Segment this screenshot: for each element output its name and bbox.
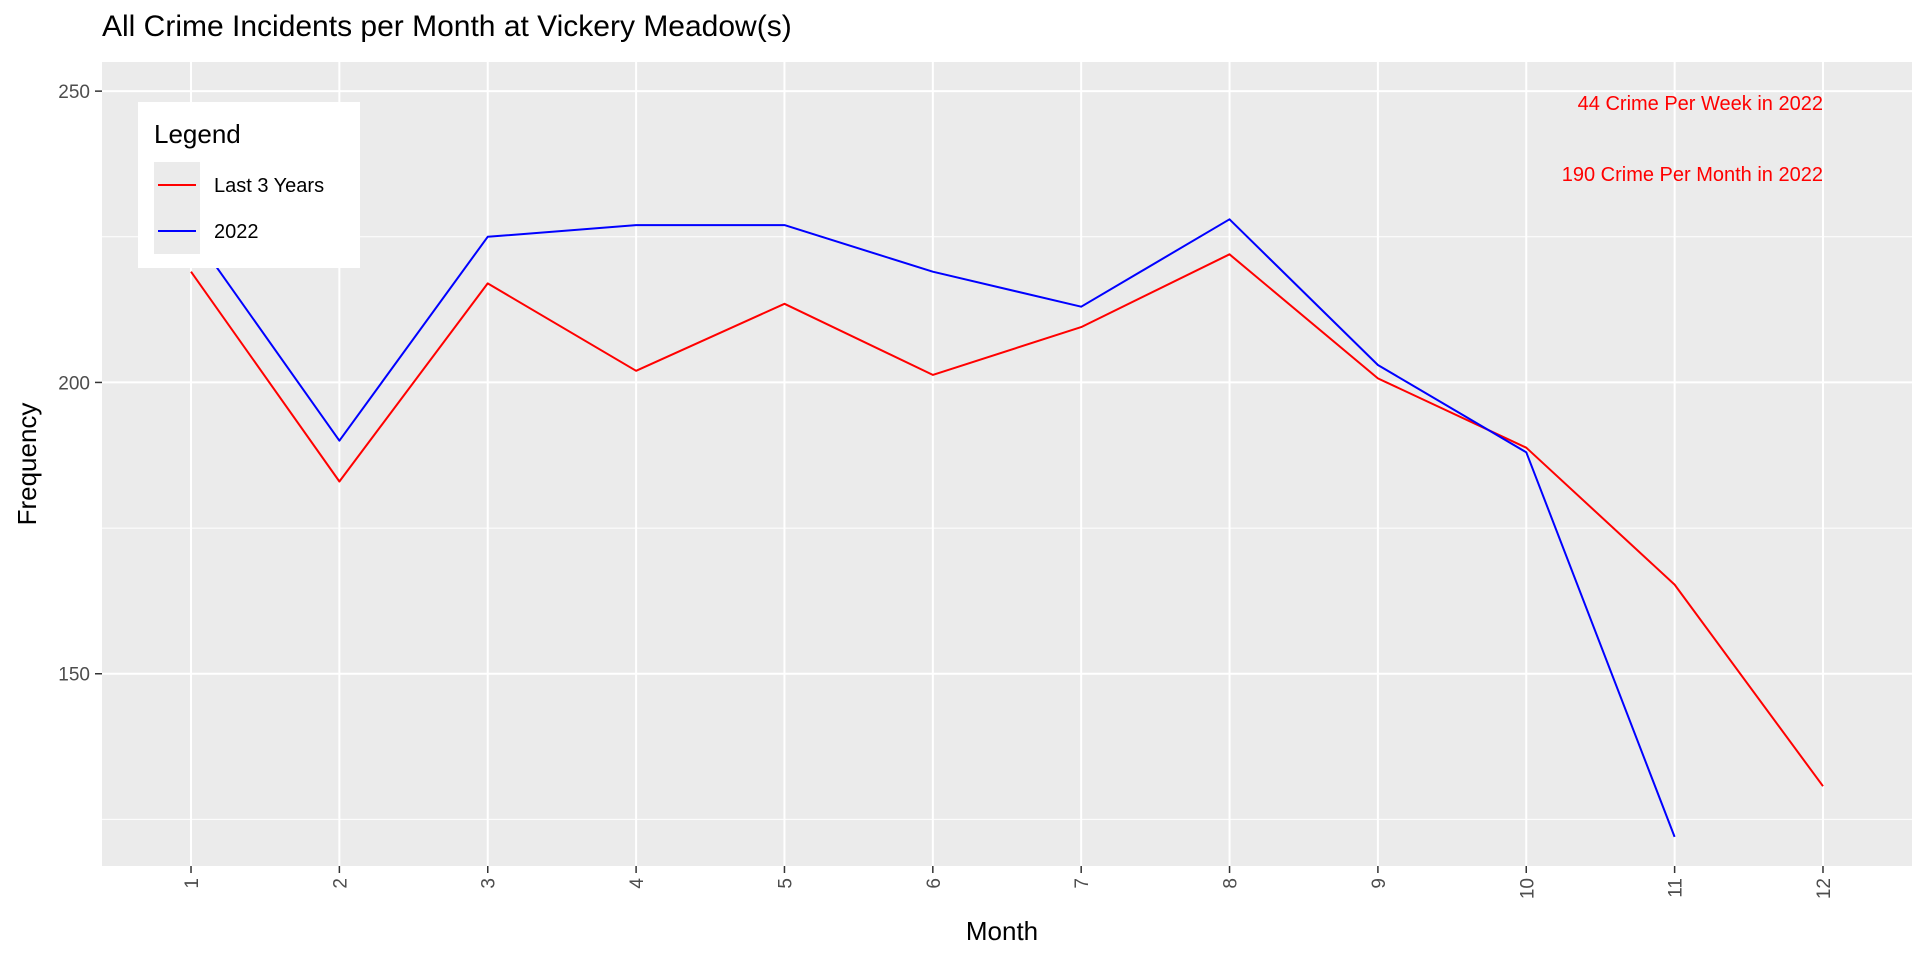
y-axis-title: Frequency bbox=[12, 403, 42, 526]
x-tick-label: 12 bbox=[1814, 878, 1835, 899]
x-tick-label: 8 bbox=[1221, 878, 1242, 889]
annotation-2: 190 Crime Per Month in 2022 bbox=[1562, 164, 1823, 186]
series-line-last-3-years bbox=[190, 253, 1824, 787]
x-tick-label: 2 bbox=[330, 878, 351, 889]
plot-panel bbox=[102, 62, 1912, 866]
series-line-2022 bbox=[190, 218, 1676, 838]
chart-title: All Crime Incidents per Month at Vickery… bbox=[102, 10, 792, 43]
legend-label: 2022 bbox=[214, 221, 259, 243]
gridlines bbox=[102, 62, 1912, 866]
legend-title: Legend bbox=[154, 119, 241, 149]
x-tick-label: 1 bbox=[182, 878, 203, 889]
x-axis-title: Month bbox=[966, 916, 1038, 946]
y-tick-label: 200 bbox=[58, 373, 90, 394]
legend-label: Last 3 Years bbox=[214, 175, 324, 197]
x-tick-label: 7 bbox=[1072, 878, 1093, 889]
x-tick-label: 6 bbox=[924, 878, 945, 889]
x-tick-label: 3 bbox=[479, 878, 500, 889]
x-tick-label: 4 bbox=[627, 878, 648, 889]
y-tick-label: 250 bbox=[58, 82, 90, 103]
legend: Legend Last 3 Years 2022 bbox=[138, 102, 360, 268]
y-tick-label: 150 bbox=[58, 665, 90, 686]
x-tick-label: 10 bbox=[1517, 878, 1538, 899]
annotation-1: 44 Crime Per Week in 2022 bbox=[1578, 93, 1823, 115]
annotations: 44 Crime Per Week in 2022 190 Crime Per M… bbox=[1562, 93, 1823, 186]
x-tick-label: 11 bbox=[1666, 878, 1687, 898]
x-tick-label: 5 bbox=[775, 878, 796, 889]
series-lines bbox=[190, 218, 1824, 838]
x-tick-label: 9 bbox=[1369, 878, 1390, 889]
